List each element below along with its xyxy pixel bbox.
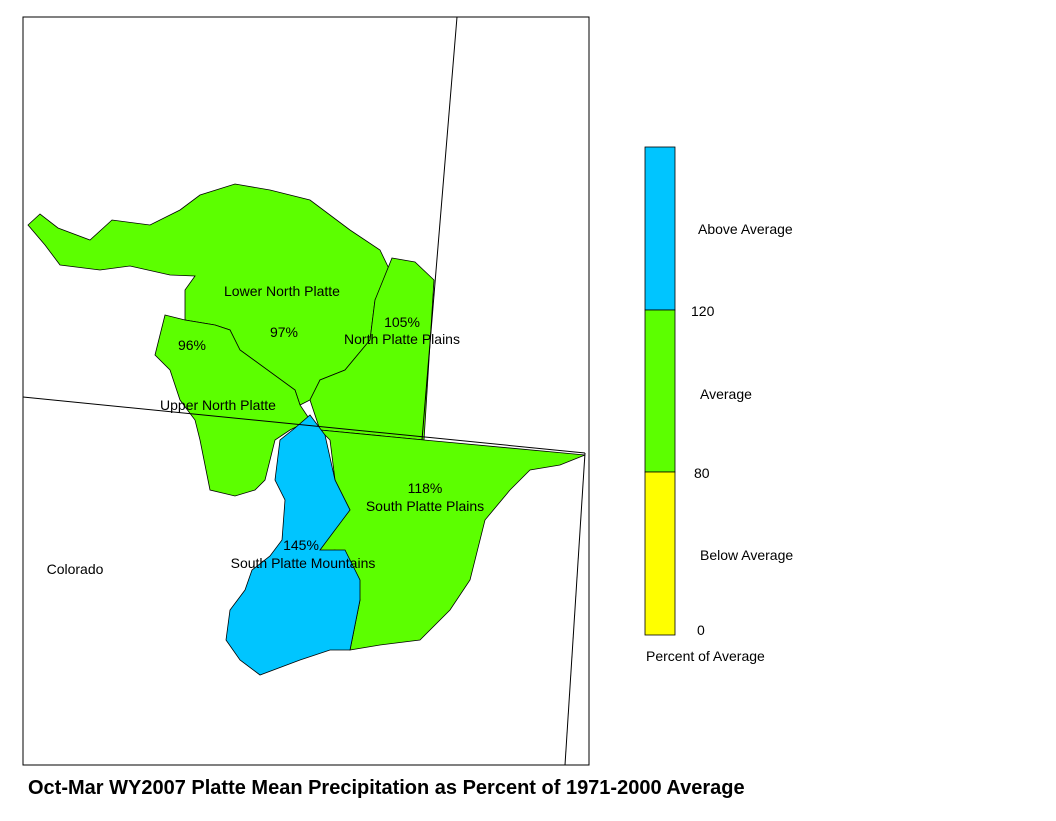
map-title: Oct-Mar WY2007 Platte Mean Precipitation… xyxy=(28,777,745,799)
legend-class: Below Average xyxy=(700,547,793,563)
region-name: South Platte Mountains xyxy=(231,555,376,571)
border-line xyxy=(22,396,586,454)
region-name: Upper North Platte xyxy=(160,397,276,413)
north-platte-plains xyxy=(309,257,435,441)
region-label: 96% xyxy=(178,337,206,353)
region-label: 145% xyxy=(283,537,319,553)
border-line xyxy=(421,16,458,441)
upper-north-platte xyxy=(154,314,311,497)
basins xyxy=(27,183,586,676)
legend-swatch xyxy=(644,309,676,473)
state-borders xyxy=(22,16,586,766)
legend-swatch xyxy=(644,146,676,311)
region-name: South Platte Plains xyxy=(366,498,484,514)
region-label: 97% xyxy=(270,324,298,340)
legend: Above Average Average Below Average 120 … xyxy=(644,146,793,664)
south-platte-mountains xyxy=(225,414,361,676)
state-label: Colorado xyxy=(47,561,104,577)
legend-title: Percent of Average xyxy=(646,648,765,664)
region-name: North Platte Plains xyxy=(344,331,460,347)
region-label: 118% xyxy=(408,480,443,496)
legend-swatch xyxy=(644,471,676,636)
border-line xyxy=(564,452,586,766)
legend-break: 80 xyxy=(694,465,710,481)
region-label: 105% xyxy=(384,314,420,330)
legend-class: Above Average xyxy=(698,221,793,237)
legend-break: 120 xyxy=(691,303,715,319)
legend-class: Average xyxy=(700,386,752,402)
legend-break: 0 xyxy=(697,622,705,638)
region-name: Lower North Platte xyxy=(224,283,340,299)
